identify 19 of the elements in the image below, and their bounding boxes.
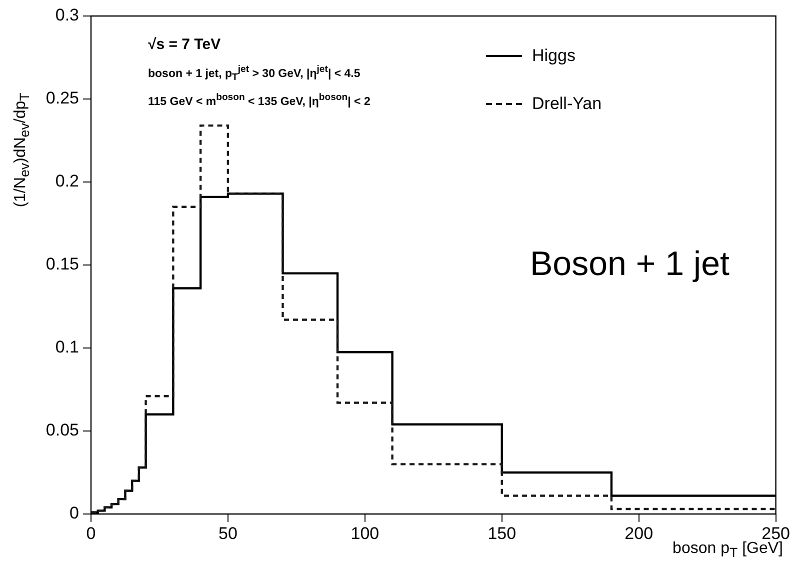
x-tick-label: 100 — [350, 524, 380, 543]
legend-label: Higgs — [532, 46, 576, 66]
annotation: Boson + 1 jet — [530, 245, 730, 284]
x-tick-label: 200 — [624, 524, 654, 543]
y-tick-label: 0.3 — [55, 6, 79, 25]
y-tick-label: 0 — [70, 504, 79, 523]
y-tick-label: 0.25 — [46, 88, 79, 108]
y-tick-label: 0.1 — [55, 338, 79, 357]
x-axis-title: boson p$_{T}$ [GeV] — [672, 540, 783, 560]
x-tick-label: 150 — [488, 524, 516, 543]
x-tick-label: 50 — [218, 524, 238, 543]
y-tick-label: 0.2 — [55, 172, 79, 191]
annotation: boson + 1 jet, p$_{T}$$^{jet}$ > 30 GeV, |η$^{jet}$| < 4.5 — [148, 64, 360, 84]
y-tick-label: 0.05 — [46, 420, 79, 440]
x-tick-label: 0 — [86, 524, 96, 543]
legend-label: Drell-Yan — [532, 94, 602, 114]
annotation: √s = 7 TeV — [148, 36, 221, 53]
annotation: 115 GeV < m$^{boson}$ < 135 GeV, |η$^{boson}$| < 2 — [148, 92, 370, 108]
y-tick-label: 0.15 — [46, 254, 79, 274]
